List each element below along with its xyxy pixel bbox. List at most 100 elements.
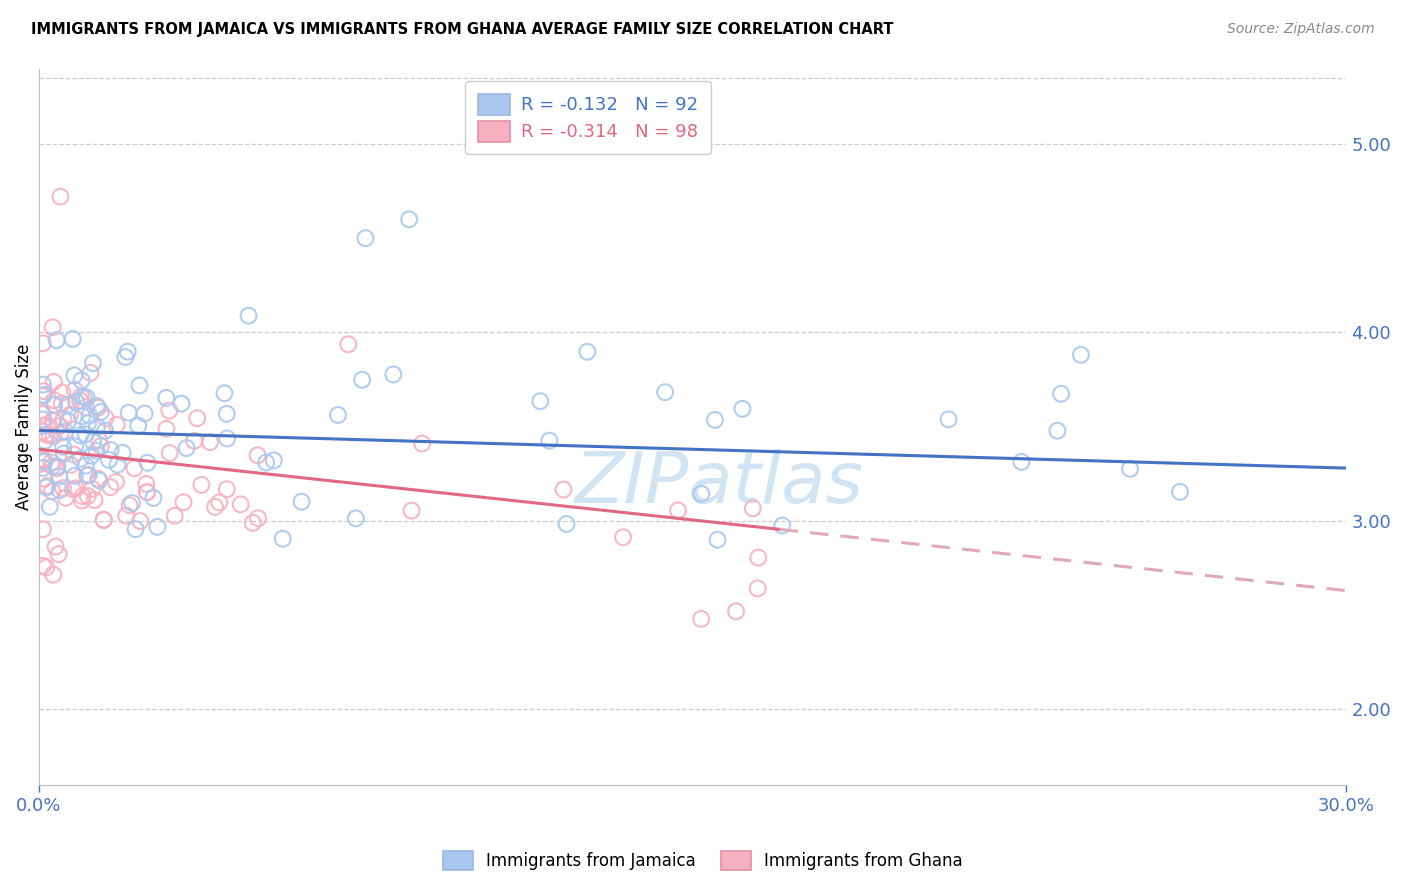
Point — [94, 411, 117, 425]
Point — [263, 453, 285, 467]
Point — [75, 458, 97, 473]
Point — [63, 448, 86, 462]
Point — [32, 455, 55, 469]
Point — [63, 383, 86, 397]
Point — [157, 403, 180, 417]
Point — [529, 394, 551, 409]
Point — [73, 390, 96, 404]
Point — [76, 468, 98, 483]
Point — [62, 332, 84, 346]
Point — [32, 412, 55, 426]
Point — [238, 309, 260, 323]
Point — [204, 500, 226, 514]
Point — [82, 482, 104, 496]
Point — [326, 408, 349, 422]
Point — [41, 484, 63, 499]
Point — [344, 511, 367, 525]
Point — [1119, 462, 1142, 476]
Point — [44, 540, 66, 554]
Point — [69, 451, 91, 466]
Point — [93, 513, 115, 527]
Point — [121, 496, 143, 510]
Point — [217, 432, 239, 446]
Text: Source: ZipAtlas.com: Source: ZipAtlas.com — [1227, 22, 1375, 37]
Point — [77, 467, 100, 482]
Point — [48, 483, 70, 497]
Point — [82, 434, 104, 449]
Point — [198, 435, 221, 450]
Point — [32, 451, 55, 466]
Point — [44, 398, 66, 412]
Point — [104, 475, 127, 489]
Point — [70, 493, 93, 508]
Point — [32, 384, 55, 399]
Point — [51, 397, 73, 411]
Point — [55, 491, 77, 505]
Point — [124, 461, 146, 475]
Point — [52, 440, 75, 454]
Point — [741, 501, 763, 516]
Point — [59, 458, 82, 472]
Point — [86, 399, 108, 413]
Point — [38, 428, 60, 442]
Point — [538, 434, 561, 448]
Legend: Immigrants from Jamaica, Immigrants from Ghana: Immigrants from Jamaica, Immigrants from… — [436, 844, 970, 877]
Point — [229, 497, 252, 511]
Point — [612, 530, 634, 544]
Point — [42, 320, 65, 334]
Point — [731, 401, 754, 416]
Point — [63, 468, 86, 483]
Point — [398, 212, 420, 227]
Point — [654, 385, 676, 400]
Point — [35, 417, 58, 432]
Point — [82, 356, 104, 370]
Point — [42, 414, 65, 428]
Point — [215, 407, 238, 421]
Point — [52, 412, 75, 426]
Point — [382, 368, 405, 382]
Point — [747, 550, 769, 565]
Point — [117, 344, 139, 359]
Point — [115, 508, 138, 523]
Point — [59, 408, 82, 422]
Point — [76, 489, 98, 503]
Point — [129, 514, 152, 528]
Point — [215, 482, 238, 496]
Point — [1070, 348, 1092, 362]
Point — [32, 453, 55, 467]
Point — [45, 333, 67, 347]
Point — [86, 443, 108, 458]
Point — [32, 425, 55, 439]
Point — [118, 498, 141, 512]
Point — [32, 388, 55, 402]
Point — [94, 424, 117, 438]
Point — [32, 461, 55, 475]
Point — [87, 401, 110, 415]
Point — [690, 612, 713, 626]
Legend: R = -0.132   N = 92, R = -0.314   N = 98: R = -0.132 N = 92, R = -0.314 N = 98 — [465, 81, 710, 154]
Point — [48, 547, 70, 561]
Point — [214, 386, 236, 401]
Point — [1168, 484, 1191, 499]
Point — [56, 398, 79, 412]
Point — [42, 413, 65, 427]
Point — [98, 453, 121, 467]
Point — [80, 449, 103, 463]
Point — [46, 461, 69, 475]
Point — [35, 560, 58, 574]
Point — [62, 483, 84, 497]
Point — [32, 389, 55, 403]
Point — [52, 481, 75, 495]
Point — [52, 447, 75, 461]
Point — [70, 409, 93, 424]
Point — [53, 425, 76, 439]
Point — [79, 409, 101, 423]
Point — [32, 336, 55, 351]
Point — [127, 418, 149, 433]
Point — [48, 419, 70, 434]
Point — [1050, 386, 1073, 401]
Point — [163, 508, 186, 523]
Point — [114, 350, 136, 364]
Point — [46, 459, 69, 474]
Point — [111, 446, 134, 460]
